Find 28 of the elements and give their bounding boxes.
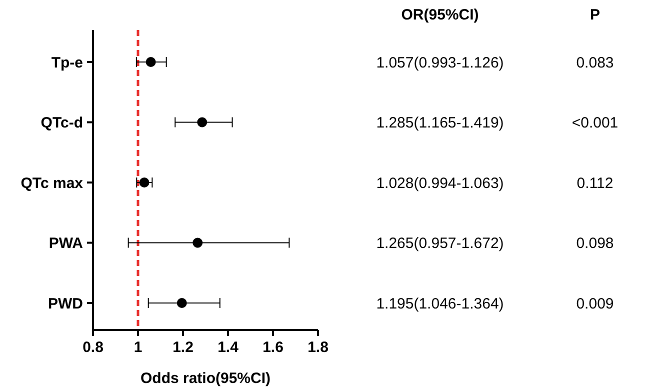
data-label: 1.265(0.957-1.672) — [376, 235, 504, 252]
point — [146, 57, 156, 67]
text: 0.083 — [576, 54, 614, 72]
text: 0.009 — [576, 295, 614, 312]
y-tick-label: Tp-e — [51, 54, 83, 72]
point — [197, 117, 208, 128]
text: OR(95%CI) — [401, 6, 479, 24]
x-tick-label: 1 — [134, 339, 142, 356]
data-label: 1.285(1.165-1.419) — [376, 114, 504, 132]
point — [176, 298, 187, 308]
x-tick-label: 1.4 — [218, 339, 240, 356]
text: 0.112 — [576, 174, 614, 192]
point — [192, 238, 203, 248]
x-tick-label: 1.6 — [262, 339, 284, 356]
y-tick-label: PWA — [48, 235, 84, 252]
y-tick-label: PWD — [48, 295, 84, 312]
text: <0.001 — [572, 114, 618, 132]
x-tick-label: 1.8 — [308, 339, 328, 356]
data-label: 1.195(1.046-1.364) — [376, 295, 504, 312]
text: 0.098 — [576, 235, 614, 252]
data-label: 1.057(0.993-1.126) — [376, 54, 504, 72]
y-tick-label: QTc-d — [40, 114, 83, 132]
x-tick-label: 1.2 — [172, 339, 194, 356]
x-axis-title: Odds ratio(95%CI) — [140, 370, 271, 387]
x-tick-label: 0.8 — [82, 339, 104, 356]
y-tick-label: QTc max — [20, 174, 84, 192]
text: P — [590, 6, 600, 24]
data-label: 1.028(0.994-1.063) — [376, 174, 504, 192]
